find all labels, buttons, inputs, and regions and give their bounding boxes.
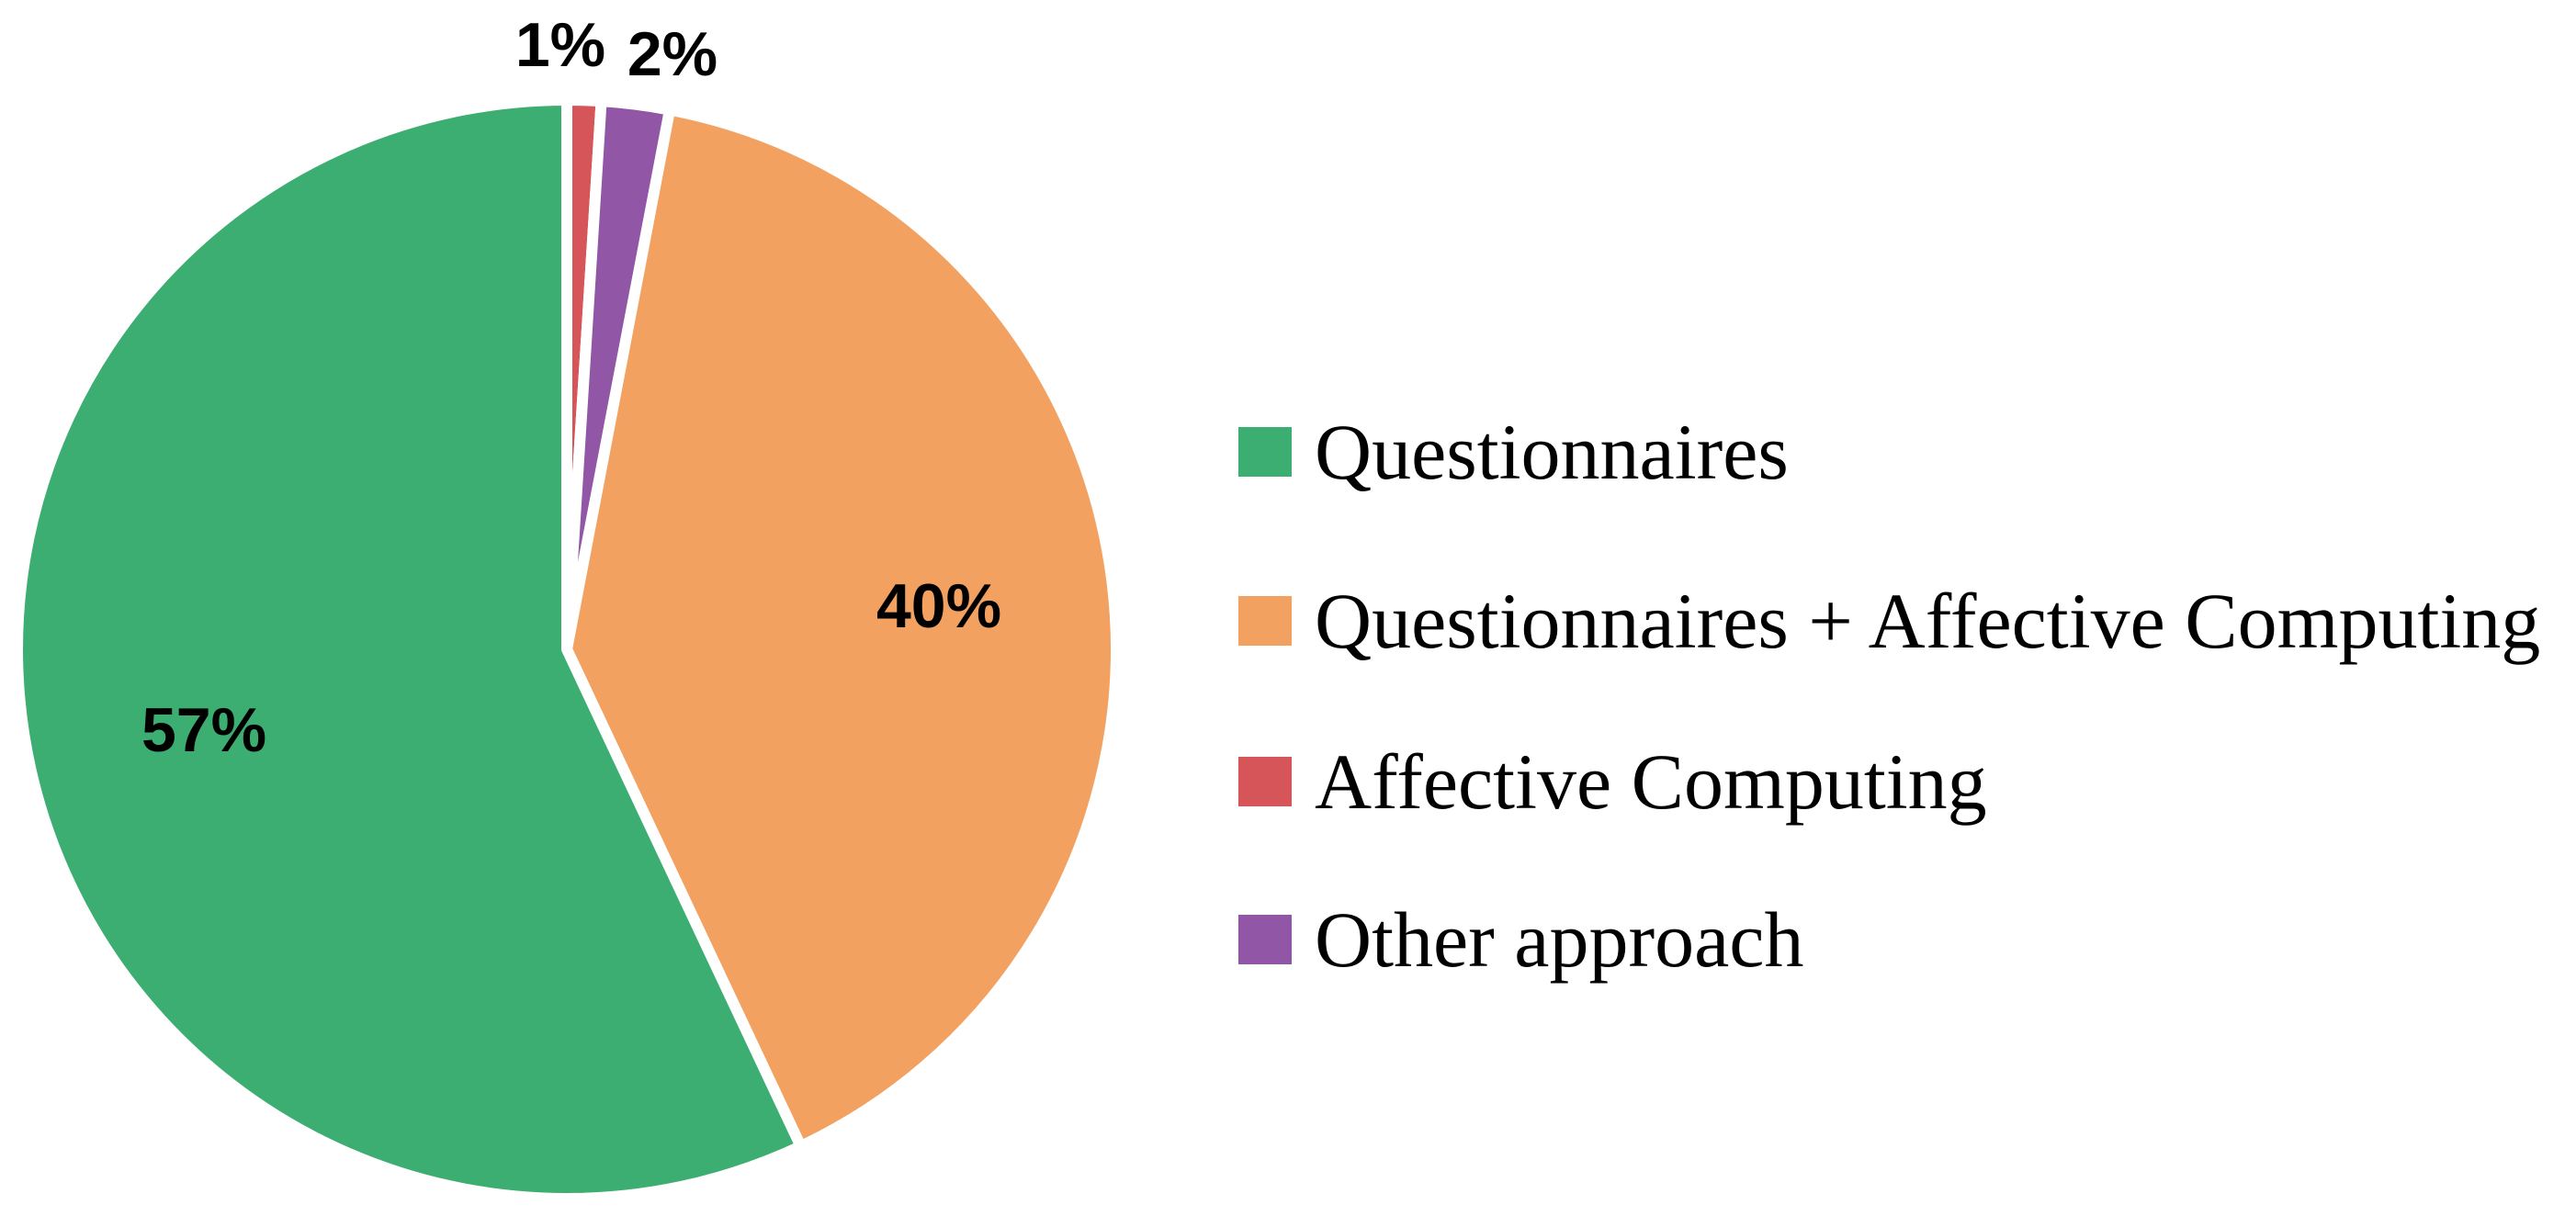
legend-item-label: Other approach (1315, 895, 1804, 984)
legend-item-label: Affective Computing (1315, 737, 1987, 826)
pie-slice-questionnaires (12, 95, 807, 1204)
legend-item-questionnaires: Questionnaires (1238, 411, 1789, 493)
slice-percentage-label: 2% (627, 19, 718, 89)
legend: Questionnaires Questionnaires + Affectiv… (1238, 0, 2576, 1216)
legend-item-other-approach: Other approach (1238, 898, 1803, 981)
legend-item-label: Questionnaires (1315, 408, 1789, 496)
slice-percentage-label: 40% (876, 571, 1002, 641)
slice-percentage-label: 1% (514, 10, 606, 80)
legend-swatch (1238, 757, 1292, 806)
legend-item-affective-computing: Affective Computing (1238, 740, 1987, 823)
legend-swatch (1238, 915, 1292, 964)
legend-item-label: Questionnaires + Affective Computing (1315, 577, 2541, 665)
legend-item-questionnaires-affective-computing: Questionnaires + Affective Computing (1238, 580, 2540, 662)
legend-swatch (1238, 427, 1292, 477)
legend-swatch (1238, 596, 1292, 646)
slice-percentage-label: 57% (141, 695, 267, 765)
pie-slice-questionnaires-affective-computing (561, 104, 1122, 1153)
